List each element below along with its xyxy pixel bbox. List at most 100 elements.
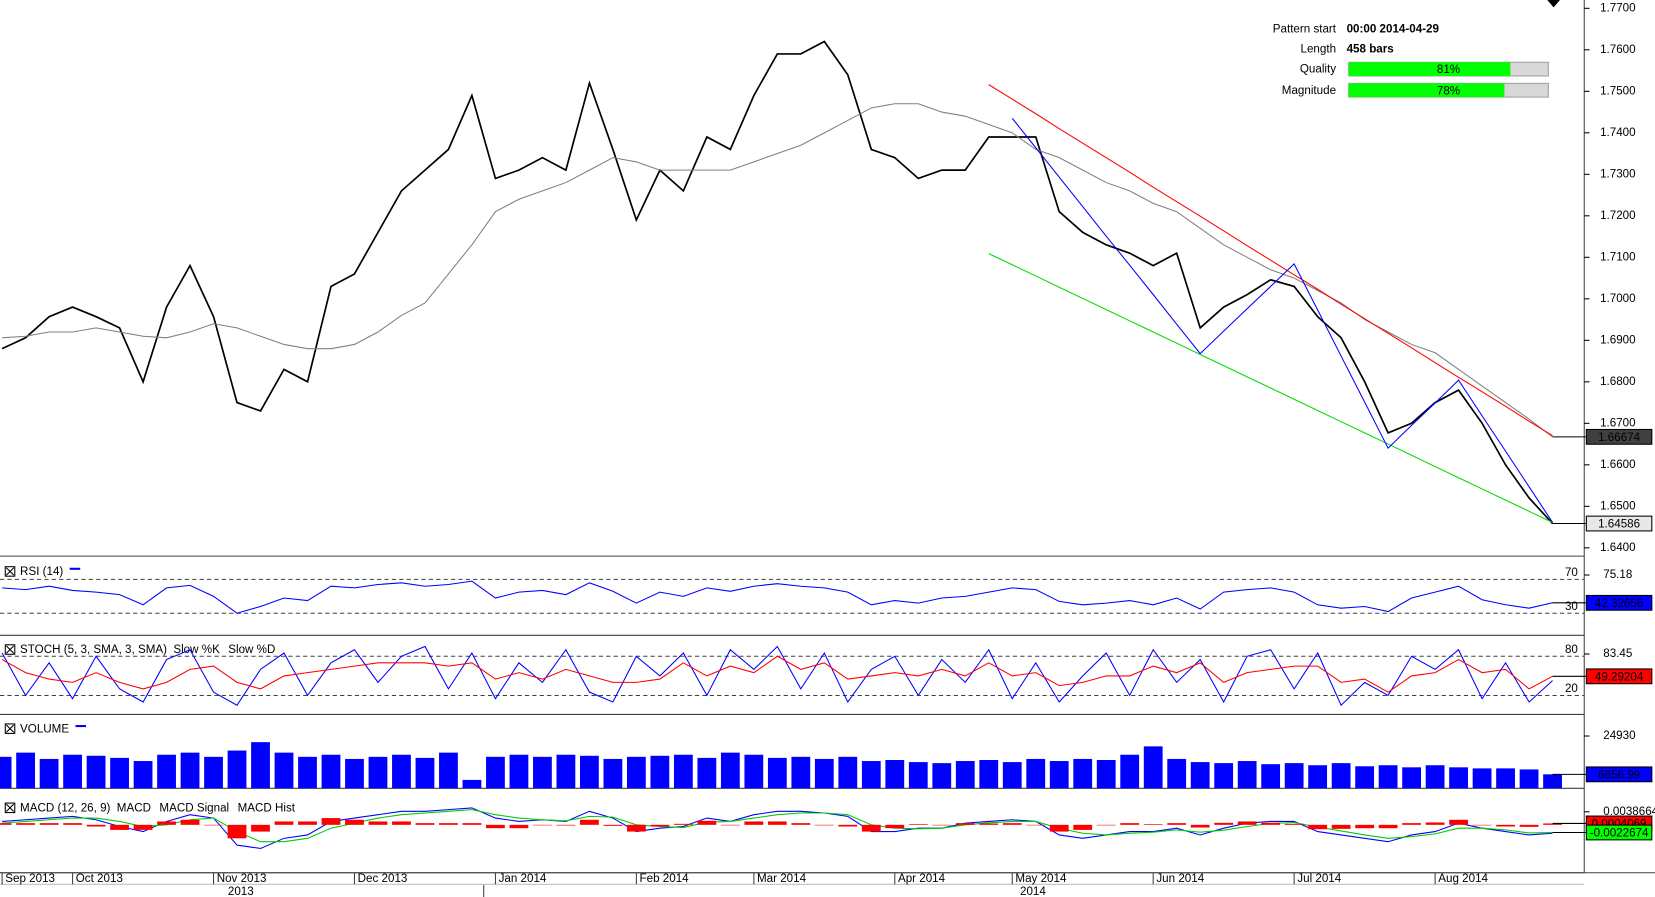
x-tick-label: Jan 2014 [499, 872, 547, 885]
bar [1143, 746, 1163, 789]
bar [1167, 758, 1187, 789]
bar [885, 759, 905, 789]
bar [345, 758, 364, 789]
bar [251, 742, 270, 789]
y-tick-label: 1.6400 [1600, 541, 1636, 554]
value-box-label: 42.32656 [1595, 597, 1643, 610]
bar [1002, 823, 1022, 825]
bar [1331, 824, 1351, 829]
x-tick-label: Mar 2014 [757, 872, 807, 885]
y-tick-label: 1.7400 [1600, 126, 1636, 139]
legend-label: Slow %K [173, 643, 220, 656]
x-tick-label: Apr 2014 [898, 872, 946, 885]
bar [603, 824, 623, 826]
bar [838, 756, 858, 789]
bar [533, 824, 552, 826]
level-label: 20 [1565, 682, 1578, 695]
bar [791, 756, 811, 789]
y-tick-label: 1.7100 [1600, 250, 1636, 263]
bar [580, 819, 599, 825]
bar [650, 824, 670, 827]
y-tick-label: 1.7600 [1600, 43, 1636, 56]
x-tick-label: Dec 2013 [358, 872, 408, 885]
bar [157, 821, 176, 825]
bar [486, 824, 505, 829]
info-value: 458 bars [1347, 43, 1394, 56]
bar [227, 824, 247, 839]
bar [392, 821, 411, 825]
bar [697, 820, 717, 825]
bar [673, 823, 693, 825]
bar [697, 757, 717, 789]
panel-toggle-cross [5, 645, 15, 654]
bar [1167, 823, 1187, 825]
bar [1449, 819, 1468, 825]
bar [1214, 763, 1234, 789]
y-tick-label: 1.7500 [1600, 84, 1636, 97]
bar [814, 824, 834, 826]
bar [227, 750, 247, 789]
bar [979, 823, 999, 825]
bar [1425, 765, 1445, 789]
value-box-label: 6656.99 [1598, 768, 1640, 781]
level-label: 80 [1565, 643, 1578, 656]
bar [204, 824, 223, 826]
y-tick-label: 1.6700 [1600, 416, 1636, 429]
line [988, 84, 1553, 437]
bar [1308, 765, 1328, 789]
year-label: 2014 [1020, 885, 1046, 897]
bar [932, 763, 952, 789]
bar [1120, 823, 1140, 825]
bar [1073, 824, 1093, 830]
info-label: Length [1301, 43, 1337, 56]
corner-marker [1547, 0, 1560, 8]
x-tick-label: Nov 2013 [217, 872, 267, 885]
bar [744, 754, 764, 789]
bar [63, 754, 82, 789]
bar [1049, 761, 1069, 789]
bar [1519, 769, 1539, 789]
bar [1190, 824, 1210, 828]
bar [1378, 824, 1398, 829]
bar [39, 758, 59, 789]
bar [1073, 758, 1093, 789]
x-tick-label: Jun 2014 [1156, 872, 1204, 885]
bar [1002, 762, 1022, 789]
bar [908, 824, 928, 825]
bar [556, 824, 576, 826]
x-tick-label: Jul 2014 [1297, 872, 1341, 885]
bar [955, 823, 975, 825]
bar [110, 757, 129, 789]
y-tick-label: 1.6900 [1600, 333, 1636, 346]
value-box [1585, 594, 1653, 611]
bar [1049, 824, 1069, 832]
legend-label: MACD [117, 801, 151, 814]
bar [1425, 822, 1445, 825]
value-box [1585, 766, 1653, 783]
panel-title: VOLUME [20, 722, 69, 735]
bar [1237, 821, 1257, 825]
bar [533, 756, 552, 789]
bar [1190, 762, 1210, 789]
legend-label: MACD Hist [238, 801, 296, 814]
bar [63, 823, 82, 825]
line [2, 807, 1553, 849]
y-tick-label: 1.7000 [1600, 292, 1636, 305]
bar [744, 821, 764, 825]
bar [439, 752, 458, 789]
bar [1472, 768, 1492, 789]
bar [368, 821, 388, 825]
bar-label: 81% [1437, 63, 1460, 76]
y-tick-label: 83.45 [1603, 647, 1632, 660]
bar-label: 78% [1437, 84, 1460, 97]
x-tick-label: Oct 2013 [76, 872, 123, 885]
bar [556, 754, 576, 789]
bar [1214, 822, 1234, 825]
bar [1026, 758, 1046, 789]
bar [39, 823, 59, 825]
bar [251, 824, 270, 832]
bar [321, 818, 341, 825]
value-box-label: 1.64586 [1598, 518, 1640, 531]
bar [509, 754, 529, 789]
